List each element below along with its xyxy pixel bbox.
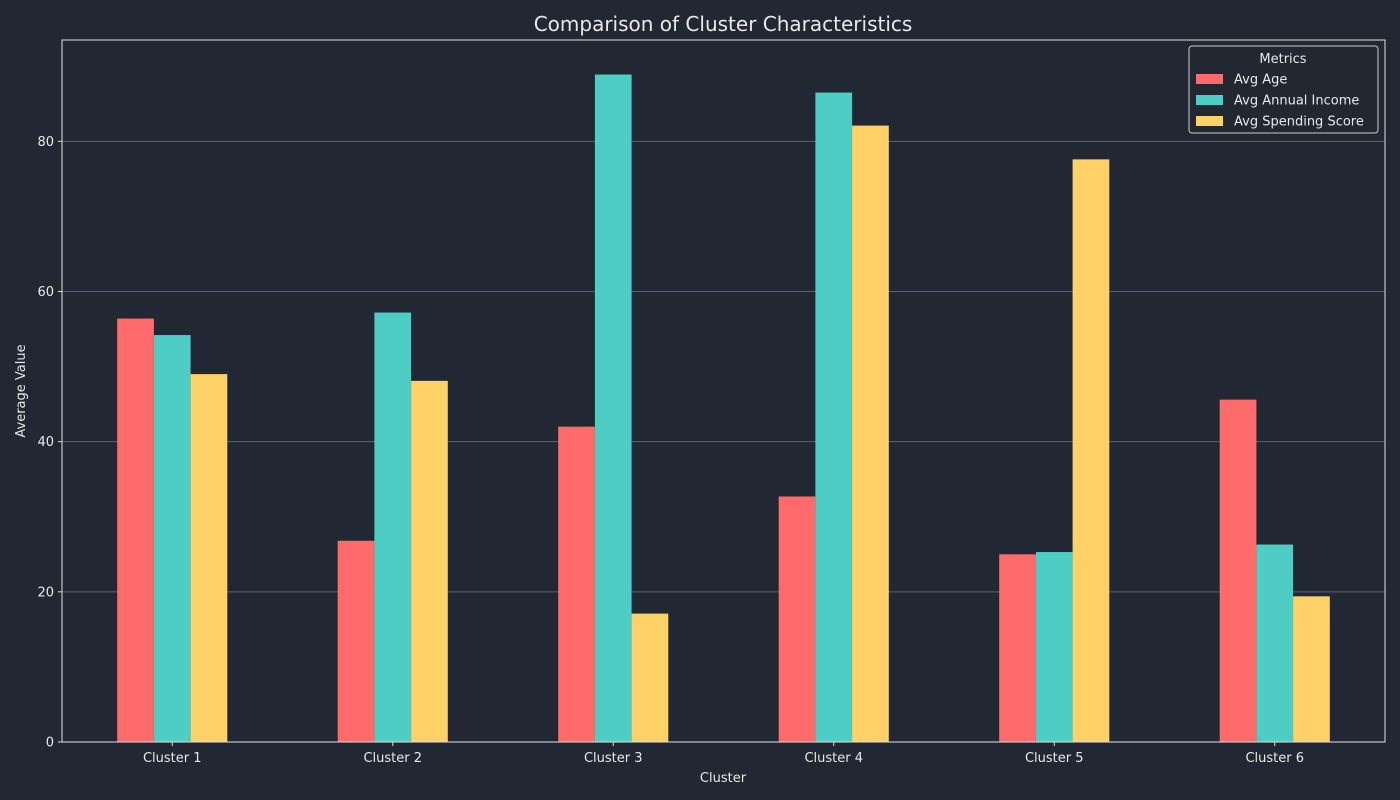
- bars: [117, 74, 1330, 743]
- x-tick-label: Cluster 6: [1245, 751, 1304, 766]
- bar: [999, 554, 1036, 742]
- bar: [778, 496, 816, 742]
- y-tick-label: 20: [37, 585, 54, 600]
- legend-swatch: [1196, 95, 1223, 105]
- x-tick-label: Cluster 4: [804, 751, 863, 766]
- bar: [1072, 159, 1110, 742]
- bar: [374, 312, 412, 742]
- bar: [631, 613, 669, 742]
- legend-label: Avg Annual Income: [1234, 94, 1359, 109]
- y-axis-ticks: 0 20 40 60 80: [37, 135, 62, 751]
- x-tick-label: Cluster 3: [584, 751, 643, 766]
- legend-title: Metrics: [1259, 52, 1306, 67]
- bar: [815, 92, 853, 742]
- legend-swatch: [1196, 116, 1223, 126]
- bar: [117, 318, 154, 742]
- legend-label: Avg Age: [1234, 73, 1287, 88]
- y-tick-label: 0: [46, 736, 54, 751]
- legend-items: Avg Age Avg Annual Income Avg Spending Sco…: [1196, 73, 1364, 130]
- x-axis-ticks: Cluster 1 Cluster 2 Cluster 3 Cluster 4 Clus…: [143, 742, 1304, 766]
- x-tick-label: Cluster 1: [143, 751, 202, 766]
- plot-frame: [61, 39, 1386, 743]
- bar: [153, 335, 191, 742]
- legend: Metrics Avg Age Avg Annual Income Avg Spen…: [1188, 45, 1379, 134]
- bar: [337, 540, 375, 742]
- y-axis-label: Average Value: [14, 344, 29, 437]
- bar: [1293, 596, 1330, 742]
- bar: [558, 426, 595, 742]
- grid-lines: [62, 140, 1385, 593]
- x-tick-label: Cluster 2: [363, 751, 422, 766]
- bar: [1256, 544, 1294, 742]
- bar: [1219, 399, 1257, 742]
- bar: [1035, 552, 1073, 742]
- bar: [594, 74, 632, 743]
- legend-box: [1188, 45, 1379, 134]
- bar: [190, 374, 228, 742]
- y-tick-label: 40: [37, 435, 54, 450]
- chart-title: Comparison of Cluster Characteristics: [534, 12, 913, 36]
- bar: [852, 125, 889, 743]
- x-axis-label: Cluster: [700, 771, 747, 786]
- x-tick-label: Cluster 5: [1025, 751, 1084, 766]
- bar: [411, 380, 448, 742]
- legend-swatch: [1196, 74, 1223, 84]
- legend-label: Avg Spending Score: [1234, 115, 1364, 130]
- y-tick-label: 80: [37, 135, 54, 150]
- y-tick-label: 60: [37, 285, 54, 300]
